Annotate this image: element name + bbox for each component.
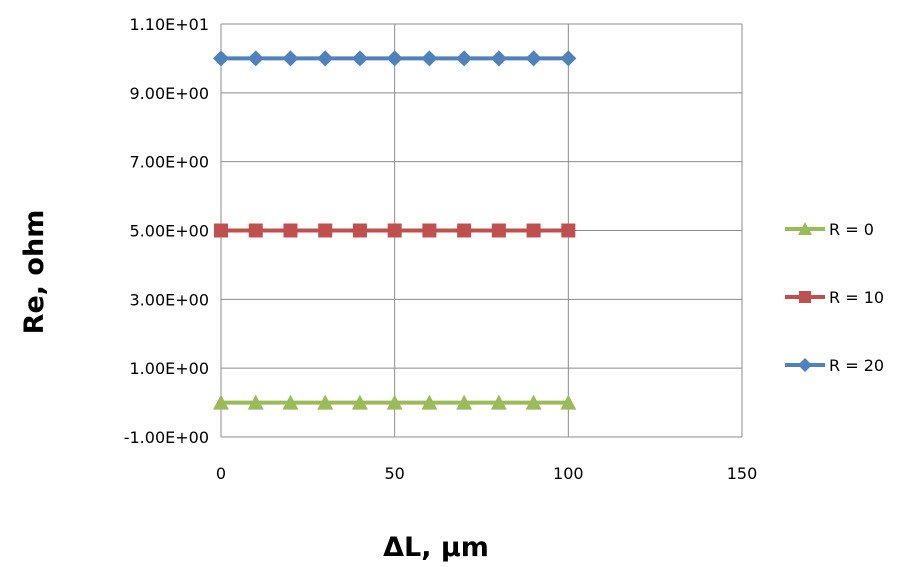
y-tick-label: 9.00E+00 bbox=[130, 84, 210, 103]
data-point bbox=[213, 394, 229, 410]
data-point bbox=[352, 223, 367, 238]
y-axis-title: Re, ohm bbox=[19, 210, 50, 335]
x-tick-label: 0 bbox=[216, 464, 226, 483]
legend-label: R = 20 bbox=[829, 356, 884, 375]
data-point bbox=[386, 394, 403, 410]
data-point bbox=[351, 394, 368, 410]
data-point bbox=[526, 223, 541, 238]
data-point bbox=[214, 223, 228, 238]
data-point bbox=[491, 223, 506, 238]
data-point bbox=[456, 394, 473, 410]
data-point bbox=[351, 50, 368, 67]
data-point bbox=[318, 223, 333, 238]
data-point bbox=[561, 223, 576, 238]
data-point bbox=[387, 223, 402, 238]
legend-label: R = 10 bbox=[829, 288, 884, 307]
data-point bbox=[247, 394, 264, 410]
data-point bbox=[525, 50, 542, 67]
y-tick-label: 1.10E+01 bbox=[130, 15, 210, 34]
y-tick-label: 3.00E+00 bbox=[130, 290, 210, 309]
legend-marker bbox=[798, 358, 812, 372]
data-point bbox=[421, 394, 438, 410]
data-point bbox=[421, 50, 438, 67]
x-tick-label: 150 bbox=[727, 464, 758, 483]
data-point bbox=[248, 223, 263, 238]
legend: R = 0 R = 10 R = 20 bbox=[785, 220, 884, 375]
data-point bbox=[283, 223, 298, 238]
data-point bbox=[422, 223, 437, 238]
data-point bbox=[457, 223, 472, 238]
legend-marker bbox=[799, 291, 811, 303]
y-tick-labels: -1.00E+00 1.00E+00 3.00E+00 5.00E+00 7.00E+0… bbox=[124, 15, 209, 447]
legend-label: R = 0 bbox=[829, 220, 874, 239]
data-point bbox=[490, 50, 507, 67]
data-point bbox=[317, 50, 334, 67]
x-axis-title: ΔL, µm bbox=[383, 532, 489, 563]
data-point bbox=[525, 394, 542, 410]
data-point bbox=[560, 394, 577, 410]
y-tick-label: 1.00E+00 bbox=[130, 359, 210, 378]
data-point bbox=[456, 50, 473, 67]
legend-marker bbox=[798, 222, 812, 235]
data-point bbox=[247, 50, 264, 67]
y-tick-label: -1.00E+00 bbox=[124, 428, 209, 447]
y-tick-label: 7.00E+00 bbox=[130, 153, 210, 172]
data-point bbox=[282, 50, 299, 67]
data-point bbox=[560, 50, 577, 67]
x-tick-label: 100 bbox=[553, 464, 584, 483]
x-tick-labels: 0 50 100 150 bbox=[216, 464, 757, 483]
data-point bbox=[386, 50, 403, 67]
data-point bbox=[213, 50, 229, 67]
data-point bbox=[317, 394, 334, 410]
y-tick-label: 5.00E+00 bbox=[130, 222, 210, 241]
data-point bbox=[282, 394, 299, 410]
data-point bbox=[490, 394, 507, 410]
series-layer bbox=[213, 50, 577, 410]
x-tick-label: 50 bbox=[384, 464, 404, 483]
